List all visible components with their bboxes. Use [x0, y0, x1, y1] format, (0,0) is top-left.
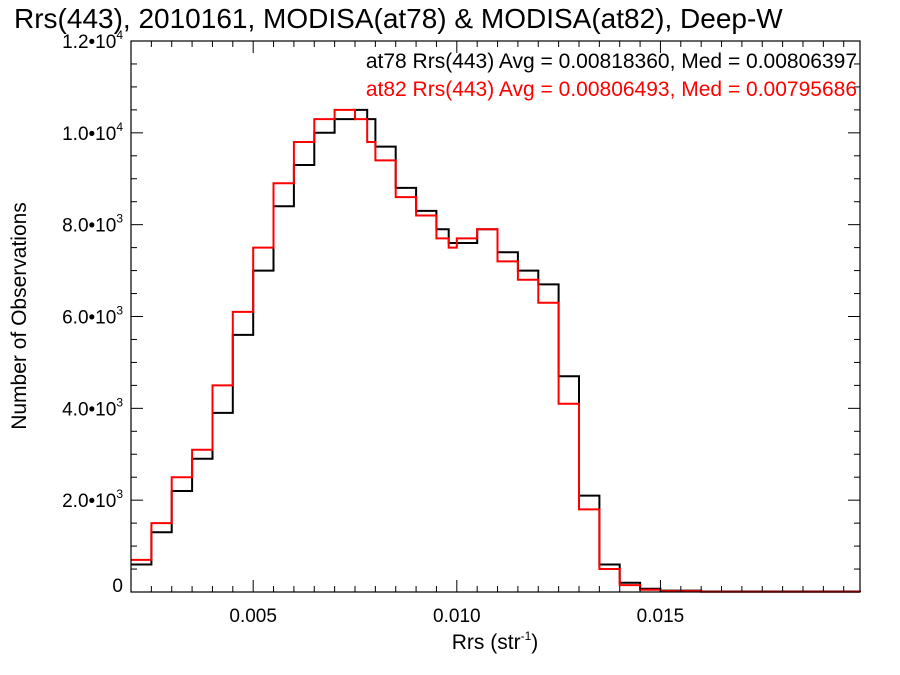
series-line-at78	[131, 108, 861, 593]
x-axis-label-exponent: -1	[521, 629, 532, 643]
legend-entry-at82: at82 Rrs(443) Avg = 0.00806493, Med = 0.…	[366, 78, 857, 101]
legend: at78 Rrs(443) Avg = 0.00818360, Med = 0.…	[366, 50, 857, 101]
tick-layer: 0.005 0.010 0.015 0 2.0•103 4.0•103 6.0•103 8.0…	[62, 28, 860, 627]
chart-title: Rrs(443), 2010161, MODISA(at78) & MODISA…	[14, 3, 783, 34]
plot-area: 0.005 0.010 0.015 0 2.0•103 4.0•103 6.0•103 8.0…	[62, 28, 861, 627]
y-tick-label: 2.0•103	[62, 487, 123, 512]
y-axis-label: Number of Observations	[8, 202, 31, 430]
x-axis-label: Rrs (str-1)	[452, 629, 539, 654]
series-layer	[131, 108, 861, 593]
y-tick-label: 1.0•104	[62, 120, 123, 145]
series-line-at82	[131, 108, 861, 593]
x-tick-label: 0.015	[637, 606, 685, 627]
legend-entry-at78: at78 Rrs(443) Avg = 0.00818360, Med = 0.…	[366, 50, 857, 73]
plot-frame	[130, 40, 861, 593]
y-tick-label: 6.0•103	[62, 304, 123, 329]
y-tick-label: 8.0•103	[62, 212, 123, 237]
x-axis-label-text: Rrs (str	[452, 631, 521, 654]
x-axis-label-close: )	[531, 631, 538, 654]
y-tick-label: 0	[112, 576, 123, 597]
x-tick-label: 0.005	[229, 606, 277, 627]
y-tick-label: 4.0•103	[62, 395, 123, 420]
x-tick-label: 0.010	[433, 606, 481, 627]
y-tick-label: 1.2•104	[62, 28, 123, 53]
